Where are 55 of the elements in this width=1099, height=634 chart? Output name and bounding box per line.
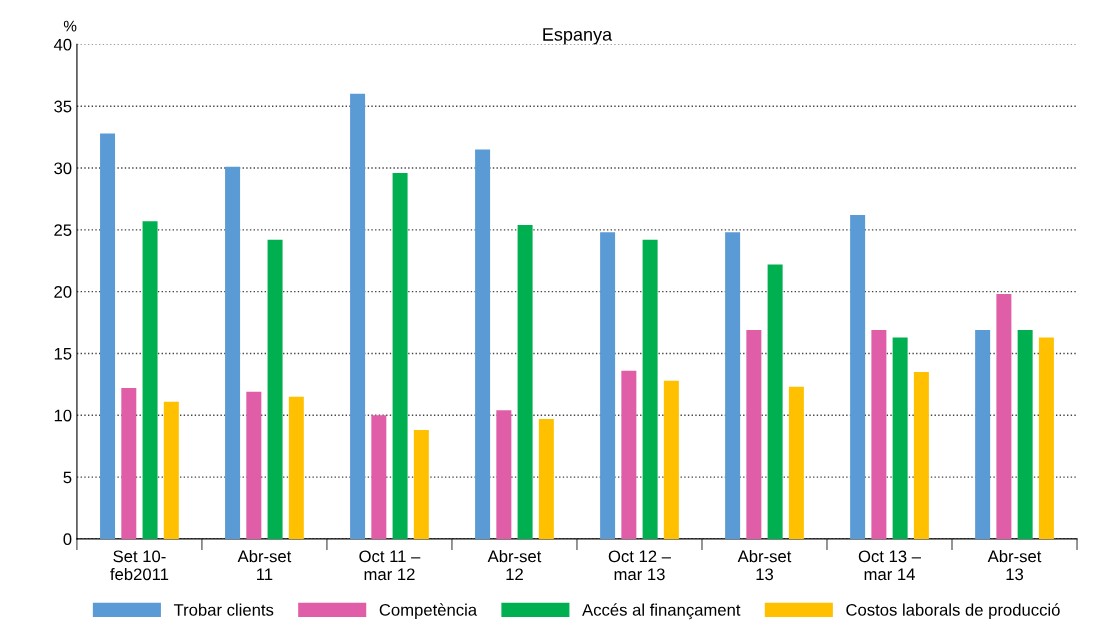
y-tick-label: 30: [54, 162, 72, 175]
bar: [913, 372, 929, 539]
bar: [642, 239, 658, 539]
y-tick-label: 5: [63, 471, 72, 484]
bar: [746, 329, 762, 539]
x-tick-label: Abr-set 13: [987, 550, 1042, 581]
bar: [621, 370, 637, 539]
bar: [663, 380, 679, 539]
bar: [225, 166, 241, 539]
y-tick-label: 25: [54, 224, 72, 237]
bar: [392, 172, 408, 539]
x-tick-label: Oct 13 – mar 14: [858, 550, 921, 581]
bar: [871, 329, 887, 539]
bar: [413, 430, 429, 539]
x-tick-label: Oct 12 – mar 13: [608, 550, 671, 581]
bar: [371, 415, 387, 539]
legend-label: Trobar clients: [173, 603, 274, 616]
bar: [350, 93, 366, 539]
x-tick-label: Oct 11 – mar 12: [359, 550, 421, 581]
bar: [100, 133, 116, 539]
bar: [288, 396, 304, 539]
bar: [496, 410, 512, 539]
y-tick-label: 10: [54, 409, 72, 422]
y-tick-label: 0: [63, 533, 72, 546]
chart-title: Espanya: [543, 28, 613, 45]
y-tick-label: 15: [54, 348, 72, 360]
bar: [892, 337, 908, 539]
y-axis-title: %: [63, 20, 77, 32]
bar: [475, 149, 491, 539]
bar: [1017, 329, 1033, 539]
y-tick-label: 35: [54, 100, 72, 113]
bar: [767, 264, 783, 539]
x-tick-label: Set 10- feb2011: [110, 550, 169, 581]
legend-label: Competència: [379, 603, 478, 620]
bar: [163, 401, 179, 539]
bar: [788, 386, 804, 539]
y-tick-label: 40: [53, 38, 72, 51]
bar: [517, 224, 533, 539]
bar: [975, 329, 991, 539]
legend-label: Costos laborals de producció: [846, 603, 1060, 620]
bar: [142, 221, 158, 539]
bar: [996, 294, 1012, 539]
bar: [246, 391, 262, 539]
bar: [850, 214, 866, 539]
bar: [725, 232, 741, 539]
x-tick-label: Abr-set 13: [737, 550, 792, 581]
x-tick-label: Abr-set 11: [237, 550, 292, 581]
bar: [1038, 337, 1054, 539]
x-tick-label: Abr-set 12: [487, 550, 542, 581]
bar: [600, 232, 616, 539]
bar: [121, 388, 137, 539]
bar: [538, 418, 554, 539]
bar: [267, 239, 283, 539]
legend-label: Accés al finançament: [582, 603, 741, 620]
y-tick-label: 20: [54, 286, 72, 298]
